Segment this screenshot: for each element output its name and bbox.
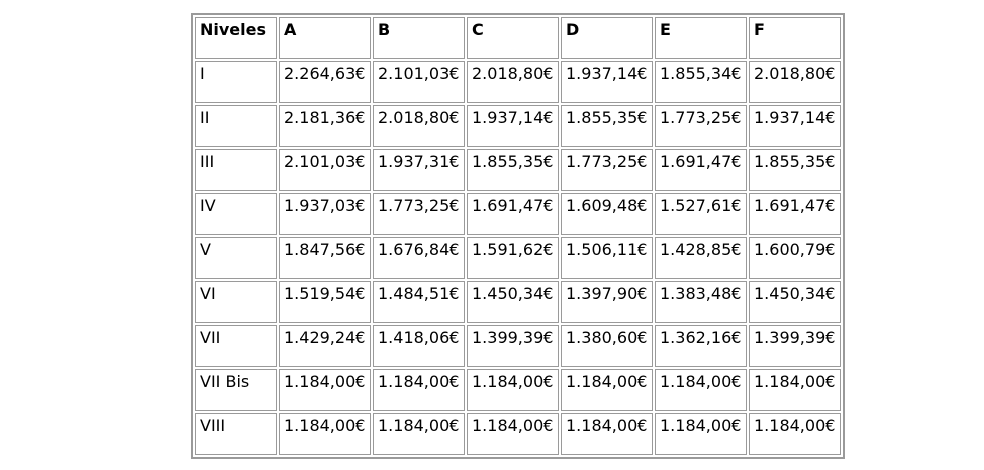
salary-value-cell: 1.855,35€ xyxy=(749,149,841,191)
header-cell-niveles: Niveles xyxy=(195,17,277,59)
level-label-cell: VIII xyxy=(195,413,277,455)
salary-value-cell: 1.184,00€ xyxy=(655,369,747,411)
salary-value-cell: 1.429,24€ xyxy=(279,325,371,367)
salary-value-cell: 2.018,80€ xyxy=(467,61,559,103)
salary-value-cell: 2.018,80€ xyxy=(749,61,841,103)
salary-value-cell: 1.184,00€ xyxy=(467,413,559,455)
table-row: V 1.847,56€ 1.676,84€ 1.591,62€ 1.506,11€ 1.4… xyxy=(195,237,841,279)
salary-value-cell: 1.184,00€ xyxy=(749,413,841,455)
level-label-cell: IV xyxy=(195,193,277,235)
salary-value-cell: 1.184,00€ xyxy=(467,369,559,411)
salary-value-cell: 2.018,80€ xyxy=(373,105,465,147)
salary-value-cell: 1.609,48€ xyxy=(561,193,653,235)
table-row: III 2.101,03€ 1.937,31€ 1.855,35€ 1.773,25€ 1… xyxy=(195,149,841,191)
salary-value-cell: 1.937,31€ xyxy=(373,149,465,191)
salary-value-cell: 1.676,84€ xyxy=(373,237,465,279)
level-label-cell: III xyxy=(195,149,277,191)
level-label-cell: VI xyxy=(195,281,277,323)
salary-value-cell: 1.937,03€ xyxy=(279,193,371,235)
salary-value-cell: 1.855,34€ xyxy=(655,61,747,103)
salary-value-cell: 2.101,03€ xyxy=(279,149,371,191)
salary-value-cell: 1.691,47€ xyxy=(749,193,841,235)
table-row: IV 1.937,03€ 1.773,25€ 1.691,47€ 1.609,48€ 1.… xyxy=(195,193,841,235)
salary-value-cell: 1.184,00€ xyxy=(279,369,371,411)
header-cell-c: C xyxy=(467,17,559,59)
salary-value-cell: 1.184,00€ xyxy=(749,369,841,411)
salary-value-cell: 1.847,56€ xyxy=(279,237,371,279)
salary-value-cell: 2.181,36€ xyxy=(279,105,371,147)
salary-value-cell: 1.773,25€ xyxy=(373,193,465,235)
salary-value-cell: 1.418,06€ xyxy=(373,325,465,367)
table-row: II 2.181,36€ 2.018,80€ 1.937,14€ 1.855,35€ 1.… xyxy=(195,105,841,147)
salary-value-cell: 1.506,11€ xyxy=(561,237,653,279)
salary-value-cell: 1.184,00€ xyxy=(279,413,371,455)
salary-value-cell: 1.184,00€ xyxy=(655,413,747,455)
salary-value-cell: 1.600,79€ xyxy=(749,237,841,279)
table-row: I 2.264,63€ 2.101,03€ 2.018,80€ 1.937,14€ 1.8… xyxy=(195,61,841,103)
level-label-cell: V xyxy=(195,237,277,279)
salary-value-cell: 1.184,00€ xyxy=(373,369,465,411)
header-row: Niveles A B C D E F xyxy=(195,17,841,59)
salary-value-cell: 1.383,48€ xyxy=(655,281,747,323)
salary-value-cell: 1.691,47€ xyxy=(655,149,747,191)
salary-value-cell: 1.937,14€ xyxy=(467,105,559,147)
salary-value-cell: 1.937,14€ xyxy=(561,61,653,103)
salary-value-cell: 1.428,85€ xyxy=(655,237,747,279)
level-label-cell: II xyxy=(195,105,277,147)
salary-value-cell: 1.399,39€ xyxy=(467,325,559,367)
level-label-cell: VII xyxy=(195,325,277,367)
salary-value-cell: 1.380,60€ xyxy=(561,325,653,367)
salary-value-cell: 1.937,14€ xyxy=(749,105,841,147)
header-cell-d: D xyxy=(561,17,653,59)
level-label-cell: VII Bis xyxy=(195,369,277,411)
header-cell-a: A xyxy=(279,17,371,59)
salary-value-cell: 1.855,35€ xyxy=(561,105,653,147)
table-row: VII Bis 1.184,00€ 1.184,00€ 1.184,00€ 1.184,… xyxy=(195,369,841,411)
salary-value-cell: 1.450,34€ xyxy=(749,281,841,323)
salary-value-cell: 1.399,39€ xyxy=(749,325,841,367)
salary-value-cell: 2.264,63€ xyxy=(279,61,371,103)
header-cell-e: E xyxy=(655,17,747,59)
salary-value-cell: 1.519,54€ xyxy=(279,281,371,323)
header-cell-b: B xyxy=(373,17,465,59)
salary-value-cell: 1.691,47€ xyxy=(467,193,559,235)
salary-table-container: Niveles A B C D E F I 2.264,63€ 2.101,03€ 2.018,8… xyxy=(191,13,845,459)
salary-value-cell: 1.397,90€ xyxy=(561,281,653,323)
salary-value-cell: 1.484,51€ xyxy=(373,281,465,323)
header-cell-f: F xyxy=(749,17,841,59)
level-label-cell: I xyxy=(195,61,277,103)
salary-value-cell: 1.362,16€ xyxy=(655,325,747,367)
salary-value-cell: 1.773,25€ xyxy=(655,105,747,147)
table-row: VI 1.519,54€ 1.484,51€ 1.450,34€ 1.397,90€ 1.… xyxy=(195,281,841,323)
salary-value-cell: 1.184,00€ xyxy=(561,369,653,411)
salary-value-cell: 1.184,00€ xyxy=(373,413,465,455)
table-row: VIII 1.184,00€ 1.184,00€ 1.184,00€ 1.184,00€… xyxy=(195,413,841,455)
salary-value-cell: 1.591,62€ xyxy=(467,237,559,279)
salary-value-cell: 1.450,34€ xyxy=(467,281,559,323)
salary-value-cell: 1.527,61€ xyxy=(655,193,747,235)
salary-value-cell: 1.184,00€ xyxy=(561,413,653,455)
salary-value-cell: 1.773,25€ xyxy=(561,149,653,191)
salary-value-cell: 1.855,35€ xyxy=(467,149,559,191)
niveles-salary-table: Niveles A B C D E F I 2.264,63€ 2.101,03€ 2.018,8… xyxy=(191,13,845,459)
salary-value-cell: 2.101,03€ xyxy=(373,61,465,103)
table-row: VII 1.429,24€ 1.418,06€ 1.399,39€ 1.380,60€ 1… xyxy=(195,325,841,367)
